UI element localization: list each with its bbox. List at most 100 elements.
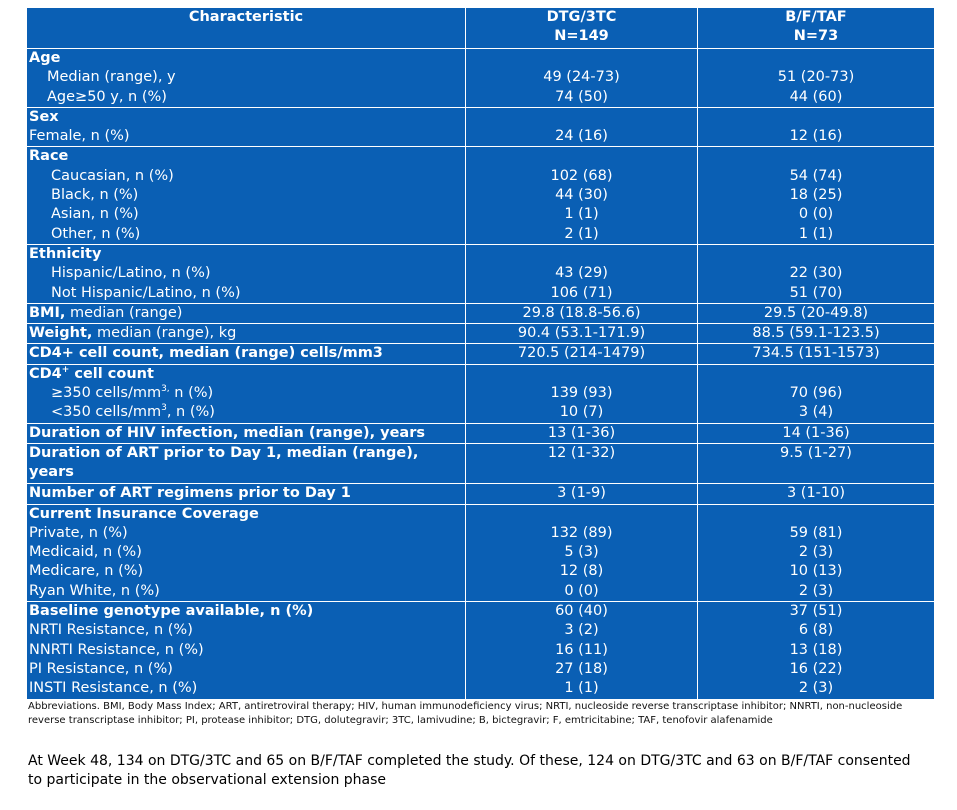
row-hiv-duration: Duration of HIV infection, median (range… <box>26 422 935 444</box>
cell-race-bftaf: 18 (25) <box>789 187 843 204</box>
cell-ethnicity-bftaf: 22 (30) <box>789 265 843 282</box>
cell-cd4-median-bftaf: 734.5 (151-1573) <box>697 343 935 365</box>
row-label-insurance: Private, n (%) <box>29 524 128 541</box>
row-label-race: Black, n (%) <box>51 187 139 204</box>
cell-art-regimens-bftaf: 3 (1-10) <box>697 482 935 505</box>
section-title-insurance: Current Insurance Coverage <box>29 505 259 522</box>
cell-cd4-ge350-dtg: 139 (93) <box>550 385 613 402</box>
cell-ethnicity-dtg: 106 (71) <box>550 284 613 301</box>
row-cd4-median: CD4+ cell count, median (range) cells/mm… <box>26 343 935 365</box>
section-ethnicity: Ethnicity Hispanic/Latino, n (%) Not His… <box>26 243 935 304</box>
cell-hiv-duration-bftaf: 14 (1-36) <box>697 422 935 444</box>
row-label-race: Caucasian, n (%) <box>51 167 174 184</box>
section-title-age: Age <box>29 50 61 66</box>
row-label-genotype: NRTI Resistance, n (%) <box>29 622 193 639</box>
cell-ethnicity-bftaf: 51 (70) <box>789 284 843 301</box>
cell-race-dtg: 2 (1) <box>564 225 599 242</box>
header-characteristic: Characteristic <box>26 7 466 49</box>
row-art-duration: Duration of ART prior to Day 1, median (… <box>26 442 935 484</box>
section-age: Age Median (range), y Age≥50 y, n (%) 49… <box>26 48 935 108</box>
row-label-genotype: PI Resistance, n (%) <box>29 660 173 677</box>
cell-genotype-row-dtg: 3 (2) <box>564 622 599 639</box>
row-label-age-median: Median (range), y <box>47 69 176 86</box>
section-title-ethnicity: Ethnicity <box>29 245 102 262</box>
section-title-cd4: CD4+ cell count <box>29 364 154 382</box>
section-cd4: CD4+ cell count ≥350 cells/mm3, n (%) <3… <box>26 363 935 424</box>
section-genotype: Baseline genotype available, n (%) NRTI … <box>26 601 935 700</box>
row-label-race: Other, n (%) <box>51 225 141 242</box>
cell-race-bftaf: 1 (1) <box>798 225 834 242</box>
row-label-ethnicity: Hispanic/Latino, n (%) <box>51 265 211 282</box>
cell-art-duration-bftaf: 9.5 (1-27) <box>697 442 935 484</box>
cell-art-duration-dtg: 12 (1-32) <box>465 442 698 484</box>
row-label-weight-bold: Weight, <box>29 325 93 342</box>
cell-cd4-lt350-bftaf: 3 (4) <box>798 404 834 421</box>
row-label-insurance: Medicaid, n (%) <box>29 544 142 561</box>
cell-cd4-ge350-bftaf: 70 (96) <box>789 385 843 402</box>
row-label-age-over50: Age≥50 y, n (%) <box>47 88 167 105</box>
cell-genotype-row-bftaf: 16 (22) <box>789 660 843 677</box>
cell-cd4-lt350-dtg: 10 (7) <box>559 404 604 421</box>
section-sex: Sex Female, n (%) 24 (16) 12 (16) <box>26 106 935 148</box>
cell-weight-dtg: 90.4 (53.1-171.9) <box>465 323 698 345</box>
cell-genotype-row-bftaf: 13 (18) <box>789 641 843 658</box>
cell-insurance-bftaf: 2 (3) <box>798 544 834 561</box>
cell-female-dtg: 24 (16) <box>555 128 608 145</box>
cell-insurance-bftaf: 59 (81) <box>789 524 843 541</box>
row-label-art-regimens: Number of ART regimens prior to Day 1 <box>26 482 466 505</box>
cell-race-dtg: 1 (1) <box>564 206 599 223</box>
row-label-weight-rest: median (range), kg <box>92 325 237 342</box>
row-label-hiv-duration: Duration of HIV infection, median (range… <box>26 422 466 444</box>
cell-ethnicity-dtg: 43 (29) <box>555 265 608 282</box>
cell-race-bftaf: 54 (74) <box>789 167 843 184</box>
cell-insurance-bftaf: 2 (3) <box>798 582 834 599</box>
cell-bmi-bftaf: 29.5 (20-49.8) <box>697 302 935 325</box>
row-label-insurance: Ryan White, n (%) <box>29 582 160 599</box>
section-title-race: Race <box>29 148 69 165</box>
row-label-cd4-median: CD4+ cell count, median (range) cells/mm… <box>26 343 466 365</box>
row-label-race: Asian, n (%) <box>51 206 139 223</box>
row-weight: Weight, median (range), kg 90.4 (53.1-17… <box>26 323 935 345</box>
cell-insurance-dtg: 12 (8) <box>559 563 604 580</box>
cell-age-over50-bftaf: 44 (60) <box>789 88 843 105</box>
row-art-regimens: Number of ART regimens prior to Day 1 3 … <box>26 482 935 505</box>
section-title-genotype: Baseline genotype available, n (%) <box>29 603 314 620</box>
cell-genotype-row-dtg: 1 (1) <box>564 680 599 697</box>
header-bftaf: B/F/TAF N=73 <box>697 7 935 49</box>
header-dtg-n: N=149 <box>554 28 609 45</box>
cell-female-bftaf: 12 (16) <box>789 128 843 145</box>
baseline-characteristics-table: Characteristic DTG/3TC N=149 B/F/TAF N=7… <box>26 7 935 700</box>
row-label-art-duration: Duration of ART prior to Day 1, median (… <box>26 442 466 484</box>
header-dtg: DTG/3TC N=149 <box>465 7 698 49</box>
cell-race-dtg: 44 (30) <box>555 187 608 204</box>
cell-genotype-row-dtg: 27 (18) <box>555 660 608 677</box>
row-label-bmi-rest: median (range) <box>65 304 183 321</box>
study-completion-note: At Week 48, 134 on DTG/3TC and 65 on B/F… <box>28 753 911 788</box>
header-bftaf-n: N=73 <box>793 28 839 45</box>
row-label-bmi-bold: BMI, <box>29 304 66 321</box>
abbreviations-footnote: Abbreviations. BMI, Body Mass Index; ART… <box>28 701 903 726</box>
cell-genotype-bftaf: 37 (51) <box>789 603 843 620</box>
row-label-insurance: Medicare, n (%) <box>29 563 144 580</box>
cell-age-over50-dtg: 74 (50) <box>555 88 608 105</box>
cell-age-median-dtg: 49 (24-73) <box>543 69 620 86</box>
cell-insurance-dtg: 0 (0) <box>564 582 599 599</box>
cell-insurance-dtg: 5 (3) <box>564 544 599 561</box>
cell-art-regimens-dtg: 3 (1-9) <box>465 482 698 505</box>
cell-age-median-bftaf: 51 (20-73) <box>777 69 855 86</box>
row-label-cd4-lt350: <350 cells/mm3, n (%) <box>51 403 215 421</box>
cell-genotype-row-bftaf: 6 (8) <box>798 622 834 639</box>
cell-genotype-dtg: 60 (40) <box>555 603 608 620</box>
cell-genotype-row-dtg: 16 (11) <box>555 641 608 658</box>
row-label-ethnicity: Not Hispanic/Latino, n (%) <box>51 284 241 301</box>
header-bftaf-name: B/F/TAF <box>785 9 847 25</box>
cell-bmi-dtg: 29.8 (18.8-56.6) <box>465 302 698 325</box>
cell-insurance-bftaf: 10 (13) <box>789 563 843 580</box>
header-row: Characteristic DTG/3TC N=149 B/F/TAF N=7… <box>26 7 935 49</box>
row-label-cd4-ge350: ≥350 cells/mm3, n (%) <box>51 384 214 402</box>
cell-race-bftaf: 0 (0) <box>798 206 834 223</box>
header-dtg-name: DTG/3TC <box>546 9 617 25</box>
section-race: Race Caucasian, n (%) Black, n (%) Asian… <box>26 146 935 245</box>
cell-weight-bftaf: 88.5 (59.1-123.5) <box>697 323 935 345</box>
row-label-female: Female, n (%) <box>29 128 130 145</box>
